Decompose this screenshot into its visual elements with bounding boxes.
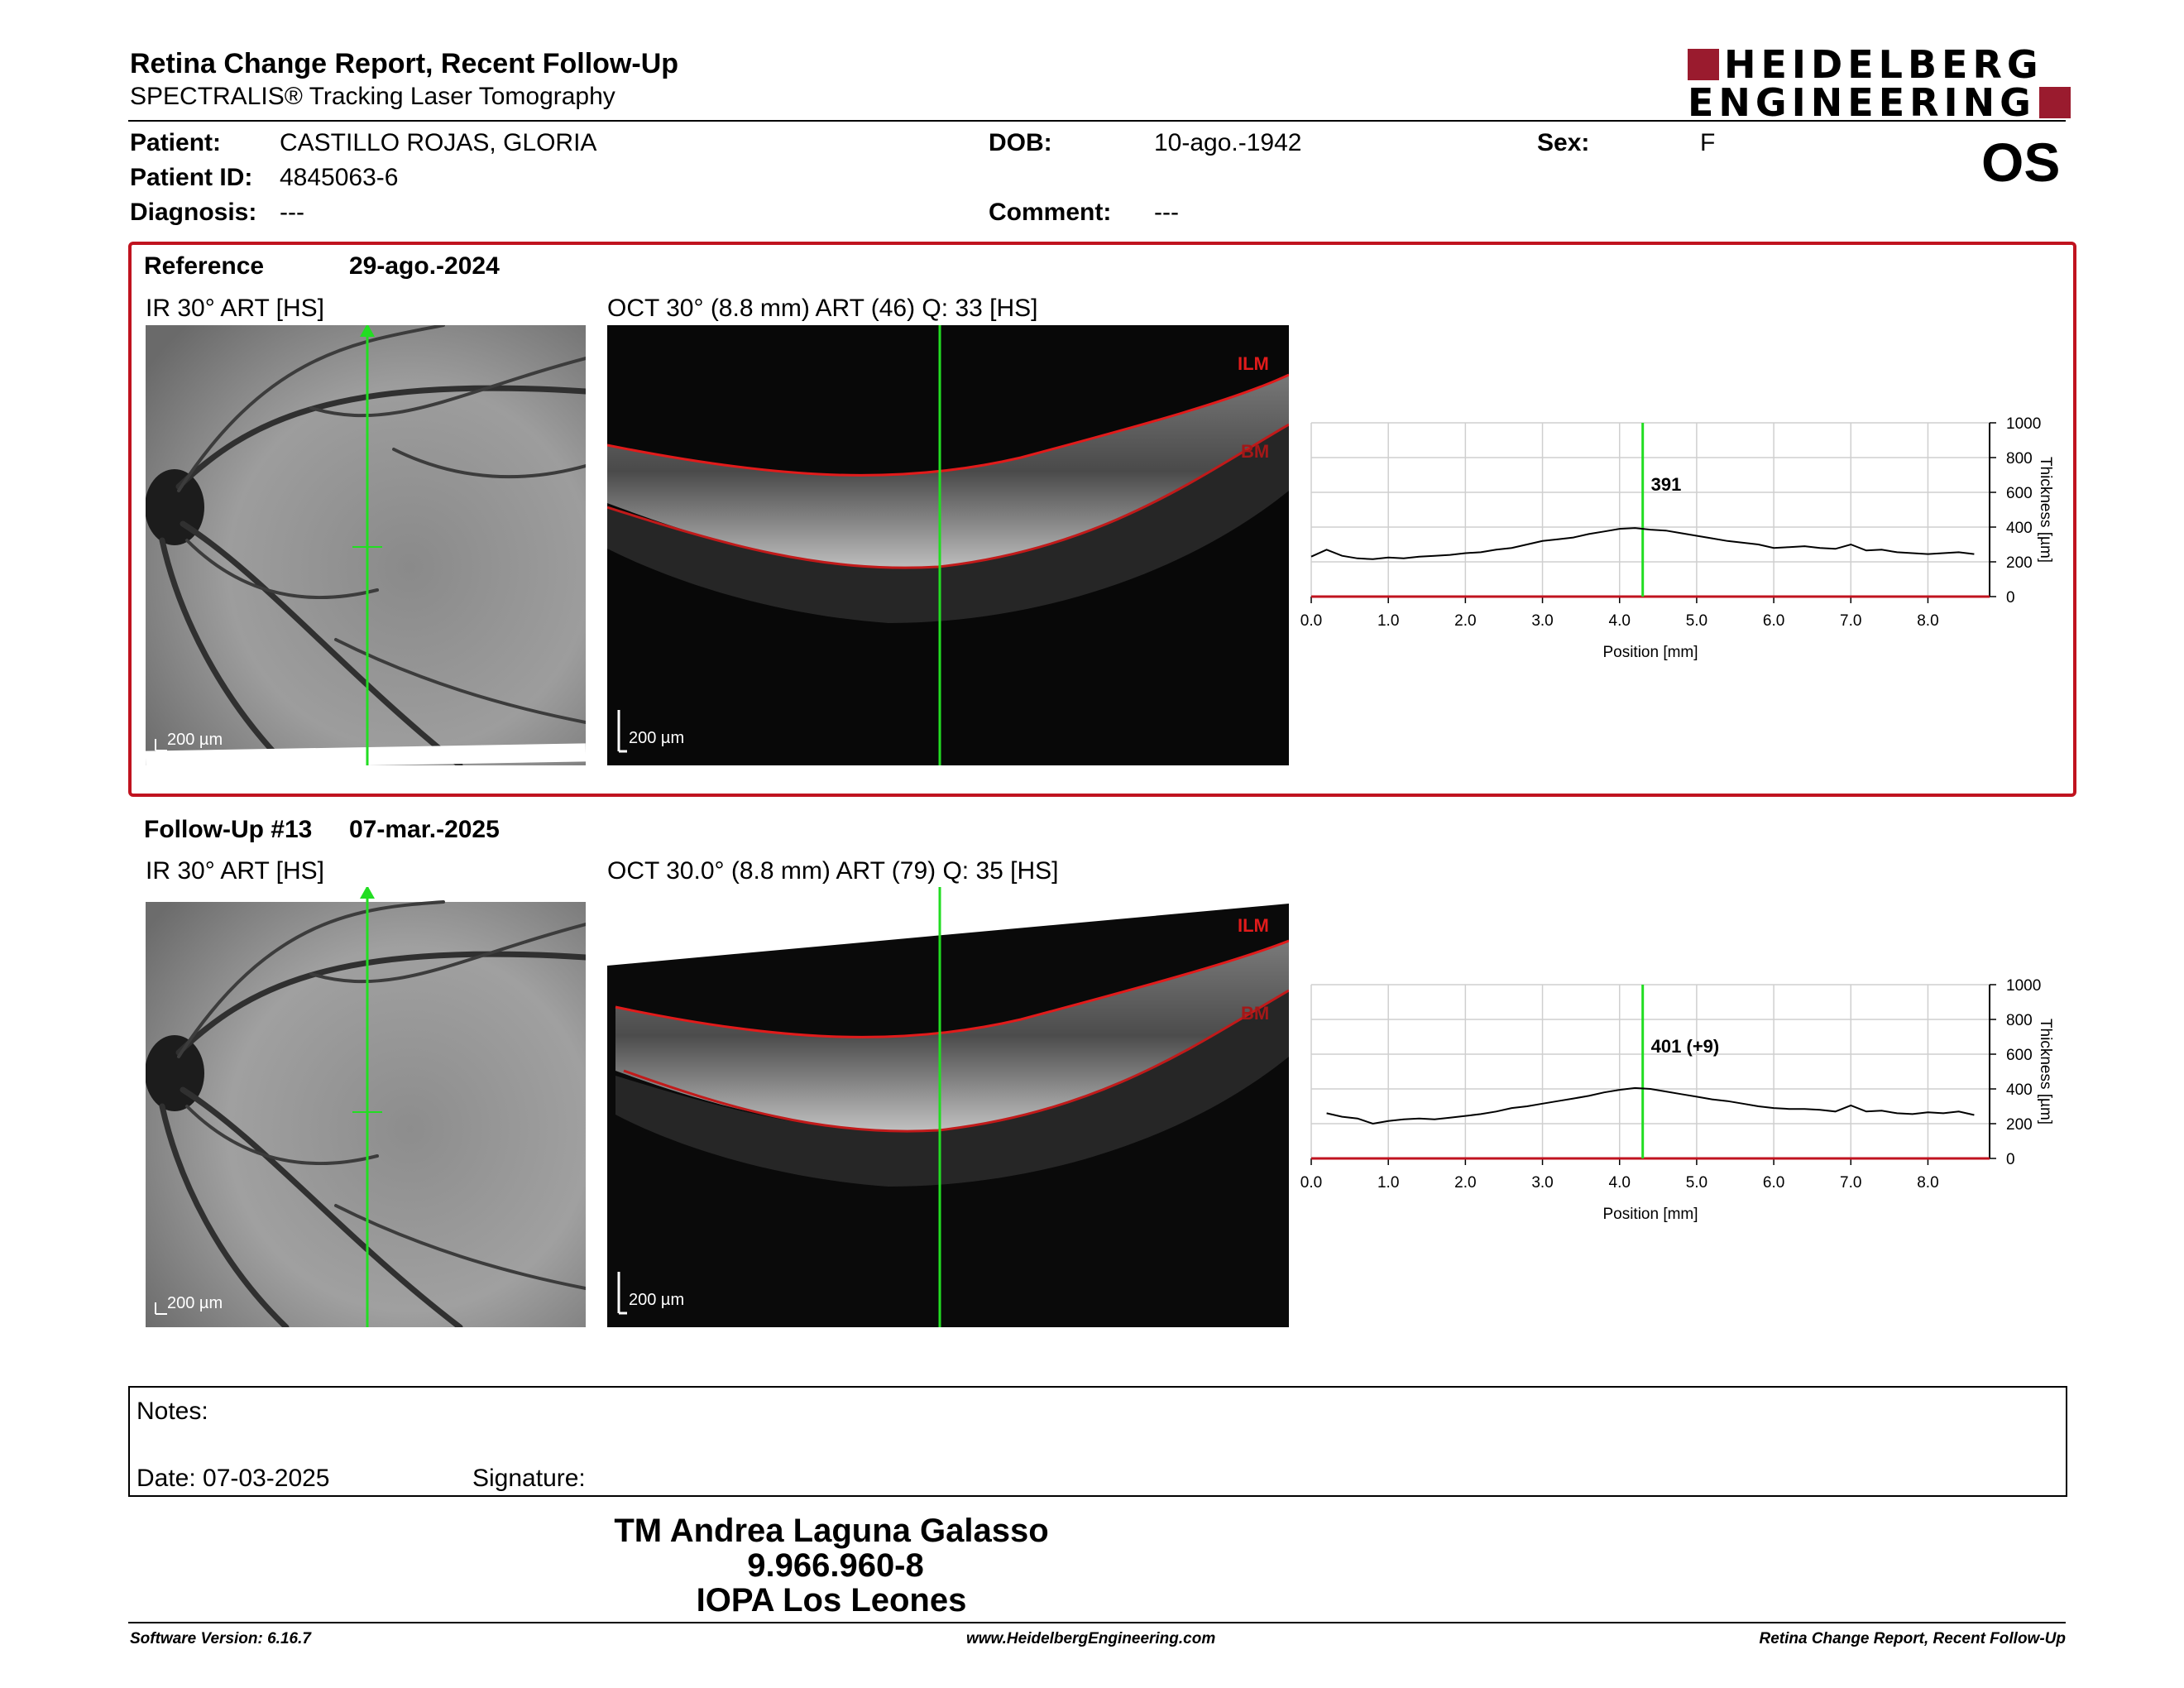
diagnosis-value: --- xyxy=(280,199,304,226)
x-tick-label: 6.0 xyxy=(1763,612,1784,630)
x-tick-label: 0.0 xyxy=(1300,1174,1322,1192)
logo-square-icon xyxy=(2038,87,2071,118)
notes-box[interactable]: Notes: Date: 07-03-2025 Signature: xyxy=(128,1386,2067,1497)
y-tick-label: 600 xyxy=(2006,485,2033,502)
oct-title: OCT 30.0° (8.8 mm) ART (79) Q: 35 [HS] xyxy=(607,857,1059,885)
notes-date: Date: 07-03-2025 xyxy=(136,1465,330,1492)
thickness-value-label: 401 (+9) xyxy=(1651,1036,1720,1057)
x-tick-label: 1.0 xyxy=(1377,1174,1399,1192)
ilm-label: ILM xyxy=(1238,915,1269,936)
x-tick-label: 7.0 xyxy=(1840,612,1861,630)
x-tick-label: 0.0 xyxy=(1300,612,1322,630)
sex-value: F xyxy=(1700,129,1716,156)
y-tick-label: 0 xyxy=(2006,589,2015,607)
x-tick-label: 7.0 xyxy=(1840,1174,1861,1192)
oct-title: OCT 30° (8.8 mm) ART (46) Q: 33 [HS] xyxy=(607,295,1038,322)
heidelberg-logo: HEIDELBERG xyxy=(1688,46,2043,84)
heidelberg-logo-line2: ENGINEERING xyxy=(1688,84,2071,122)
y-axis-label: Thickness [µm] xyxy=(2037,457,2054,563)
ir-fundus-image: 200 µm xyxy=(146,325,586,765)
dob-label: DOB: xyxy=(989,129,1052,156)
x-tick-label: 2.0 xyxy=(1454,612,1476,630)
header-divider xyxy=(128,120,2066,122)
bm-label: BM xyxy=(1241,441,1270,462)
exam-label: Reference xyxy=(144,252,265,280)
website-link[interactable]: www.HeidelbergEngineering.com xyxy=(966,1630,1216,1647)
chart-grid xyxy=(1310,984,1996,1165)
ir-scale-label: 200 µm xyxy=(167,731,223,749)
exam-date: 29-ago.-2024 xyxy=(349,252,500,280)
exam-label: Follow-Up #13 xyxy=(144,816,313,843)
thickness-value-label: 391 xyxy=(1651,474,1682,495)
ir-title: IR 30° ART [HS] xyxy=(146,295,324,322)
y-tick-label: 200 xyxy=(2006,1116,2033,1134)
software-version: Software Version: 6.16.7 xyxy=(130,1630,311,1647)
comment-label: Comment: xyxy=(989,199,1112,226)
x-tick-label: 4.0 xyxy=(1609,612,1631,630)
oct-scale-label: 200 µm xyxy=(629,1291,685,1309)
x-tick-label: 5.0 xyxy=(1686,612,1707,630)
x-tick-label: 8.0 xyxy=(1917,1174,1938,1192)
y-tick-label: 800 xyxy=(2006,450,2033,468)
y-tick-label: 600 xyxy=(2006,1047,2033,1064)
signatory-id: 9.966.960-8 xyxy=(747,1547,924,1584)
thickness-series-line xyxy=(1326,1086,1975,1125)
patient-name: CASTILLO ROJAS, GLORIA xyxy=(280,129,597,156)
reference-frame xyxy=(128,242,2076,797)
bm-label: BM xyxy=(1241,1003,1270,1024)
x-axis-label: Position [mm] xyxy=(1602,1206,1698,1223)
exam-date: 07-mar.-2025 xyxy=(349,816,500,843)
y-tick-label: 0 xyxy=(2006,1151,2015,1168)
y-tick-label: 200 xyxy=(2006,554,2033,572)
logo-square-icon xyxy=(1688,49,1719,80)
thickness-series-line xyxy=(1310,527,1975,560)
oct-scale-label: 200 µm xyxy=(629,729,685,747)
signatory-org: IOPA Los Leones xyxy=(696,1582,967,1618)
y-tick-label: 800 xyxy=(2006,1012,2033,1029)
patient-label: Patient: xyxy=(130,129,222,156)
x-tick-label: 6.0 xyxy=(1763,1174,1784,1192)
eye-label: OS xyxy=(1981,132,2061,193)
footer-divider xyxy=(128,1622,2066,1623)
report-title: Retina Change Report, Recent Follow-Up xyxy=(130,48,679,79)
ir-fundus-image: 200 µm xyxy=(146,887,586,1327)
y-tick-label: 1000 xyxy=(2006,977,2041,995)
signatory-name: TM Andrea Laguna Galasso xyxy=(614,1513,1049,1549)
thickness-chart: 0 200 400 600 800 1000 0.0 1.0 2.0 3.0 4.0 5.0 6.0 7.… xyxy=(1300,415,2054,661)
chart-grid xyxy=(1310,422,1996,603)
x-tick-label: 8.0 xyxy=(1917,612,1938,630)
footer-report-name: Retina Change Report, Recent Follow-Up xyxy=(1759,1630,2066,1647)
x-tick-label: 4.0 xyxy=(1609,1174,1631,1192)
oct-bscan-image: ILM BM 200 µm xyxy=(607,325,1289,765)
dob-value: 10-ago.-1942 xyxy=(1154,129,1302,156)
sex-label: Sex: xyxy=(1537,129,1590,156)
x-axis-label: Position [mm] xyxy=(1602,644,1698,661)
ir-title: IR 30° ART [HS] xyxy=(146,857,324,885)
signature-label: Signature: xyxy=(472,1465,586,1492)
report-subtitle: SPECTRALIS® Tracking Laser Tomography xyxy=(130,83,615,110)
y-tick-label: 400 xyxy=(2006,1081,2033,1099)
oct-bscan-image: ILM BM 200 µm xyxy=(607,887,1289,1327)
diagnosis-label: Diagnosis: xyxy=(130,199,257,226)
x-tick-label: 3.0 xyxy=(1531,1174,1553,1192)
x-tick-label: 2.0 xyxy=(1454,1174,1476,1192)
thickness-chart: 0 200 400 600 800 1000 0.0 1.0 2.0 3.0 4.0 5.0 6.0 7.… xyxy=(1300,977,2054,1223)
y-tick-label: 1000 xyxy=(2006,415,2041,433)
patient-id-label: Patient ID: xyxy=(130,164,253,191)
comment-value: --- xyxy=(1154,199,1179,226)
x-tick-label: 3.0 xyxy=(1531,612,1553,630)
ilm-label: ILM xyxy=(1238,353,1269,374)
y-tick-label: 400 xyxy=(2006,520,2033,537)
y-axis-label: Thickness [µm] xyxy=(2037,1019,2054,1125)
x-tick-label: 5.0 xyxy=(1686,1174,1707,1192)
notes-label: Notes: xyxy=(136,1398,208,1425)
x-tick-label: 1.0 xyxy=(1377,612,1399,630)
ir-scale-label: 200 µm xyxy=(167,1294,223,1312)
patient-id: 4845063-6 xyxy=(280,164,399,191)
